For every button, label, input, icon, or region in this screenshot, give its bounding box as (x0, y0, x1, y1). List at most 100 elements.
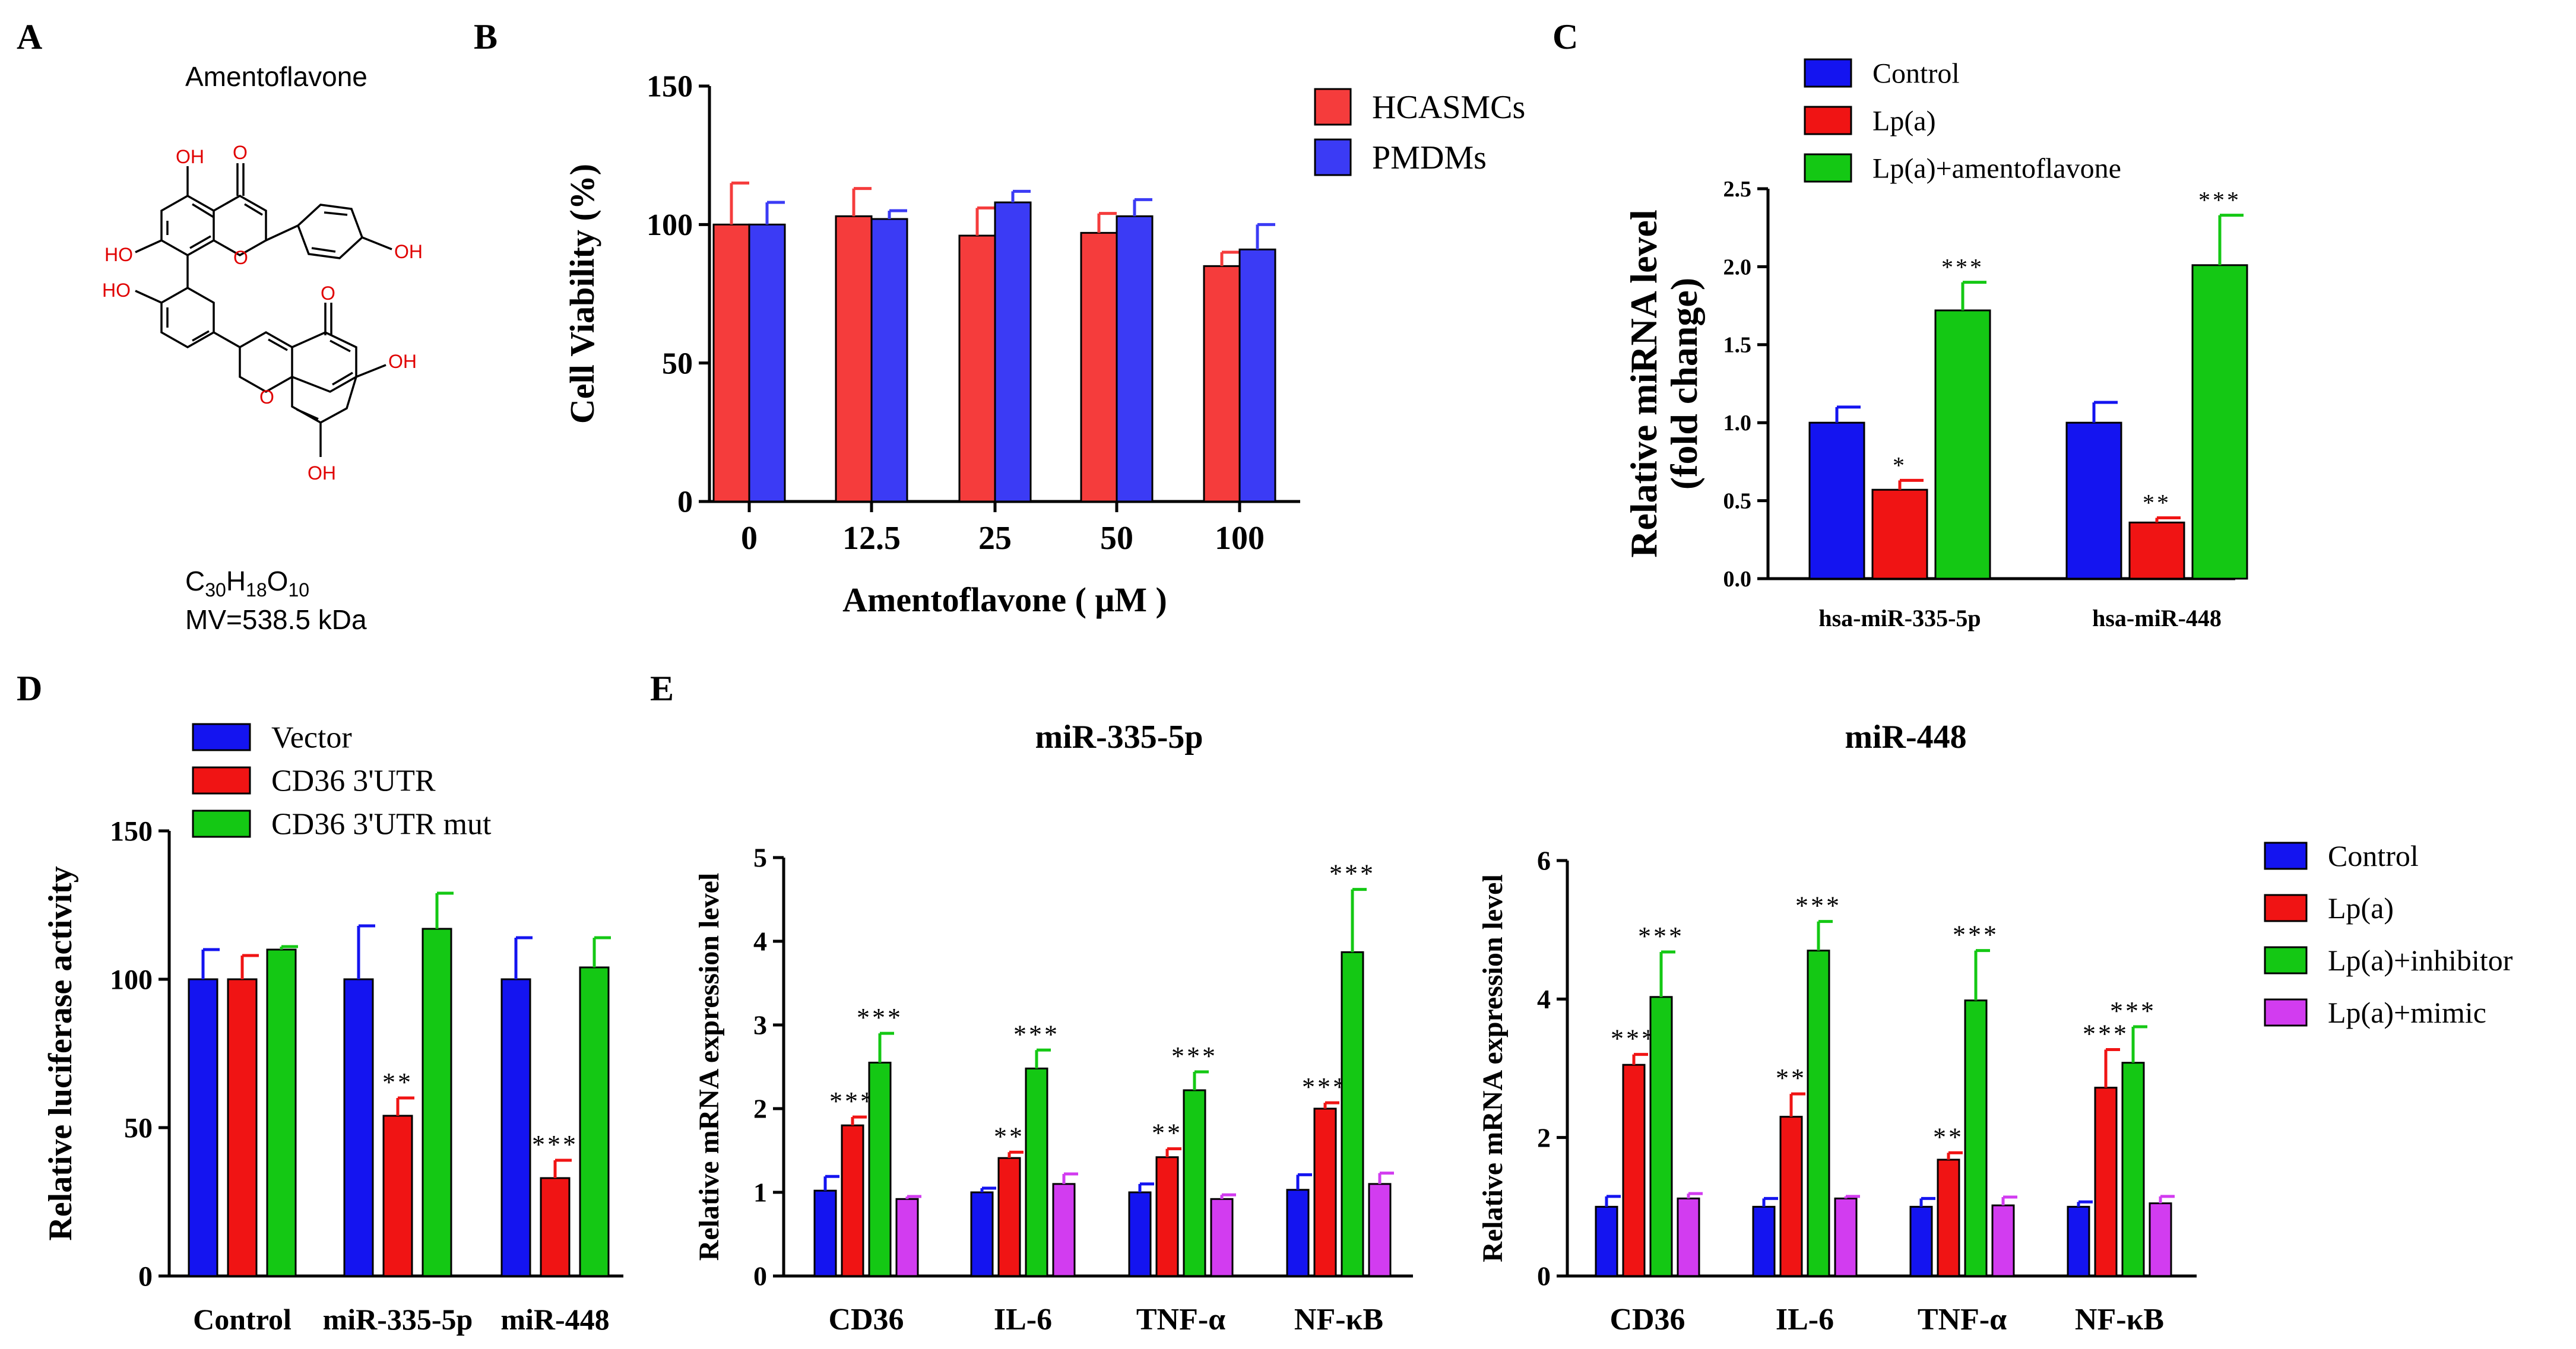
legend-label: Vector (271, 721, 352, 755)
legend-swatch (192, 766, 251, 795)
y-tick-label: 2 (753, 1094, 767, 1124)
compound-name: Amentoflavone (185, 61, 367, 92)
legend-swatch (2264, 946, 2308, 975)
legend-label: HCASMCs (1372, 89, 1525, 126)
bar-lp-a- (1313, 1107, 1337, 1277)
significance-label: ** (1776, 1064, 1807, 1093)
y-tick-label: 0 (753, 1261, 767, 1291)
atom-o-3: O (321, 283, 335, 304)
bar-vector (343, 978, 374, 1277)
y-axis-label: (fold change) (1663, 278, 1705, 490)
legend-swatch (192, 723, 251, 751)
significance-label: *** (1638, 922, 1684, 951)
bar-lp-a- (1155, 1156, 1179, 1277)
y-axis-label: Cell Viability (%) (563, 164, 601, 424)
bar-hcasmcs (835, 215, 873, 503)
atom-oh-2: OH (394, 241, 423, 262)
y-tick-label: 3 (753, 1010, 767, 1040)
bar-lp-a- (1779, 1116, 1803, 1277)
bar-pmdms (1238, 248, 1276, 503)
bar-lp-a- (997, 1157, 1021, 1277)
bar-hcasmcs (1203, 265, 1241, 503)
molecular-weight-label: MV=538.5 kDa (185, 604, 367, 635)
bar-vector (188, 978, 218, 1277)
atom-oh-1: OH (176, 146, 204, 167)
amentoflavone-structure-drawing (135, 163, 392, 457)
y-tick-label: 2.5 (1723, 177, 1752, 202)
atom-o-1: O (233, 142, 248, 163)
significance-label: * (1893, 452, 1907, 478)
bar-control (1286, 1189, 1310, 1277)
bar-lp-a- (1622, 1064, 1646, 1277)
bar-lp-a-mimic (895, 1198, 919, 1277)
significance-label: *** (1302, 1072, 1348, 1102)
bar-cd36-3-utr-mut (579, 966, 610, 1277)
bar-vector (500, 978, 531, 1277)
x-tick-label: IL-6 (1776, 1303, 1834, 1337)
x-tick-label: 100 (1215, 520, 1265, 557)
x-tick-label: TNF-α (1918, 1303, 2007, 1337)
chart-title: miR-448 (1845, 719, 1966, 756)
bar-control (2067, 1205, 2090, 1277)
x-tick-label: TNF-α (1136, 1303, 1225, 1337)
bar-cd36-3-utr-mut (266, 948, 297, 1277)
bar-hcasmcs (1080, 231, 1118, 503)
y-tick-label: 100 (647, 208, 693, 242)
legend-label: Lp(a)+inhibitor (2328, 944, 2513, 977)
y-tick-label: 150 (110, 815, 153, 847)
legend-swatch (1804, 106, 1852, 135)
chart-c-1: 0.0 0.5 1.0 1.5 2.0 2.5 Relative miRNA level(f… (1623, 58, 2248, 631)
bar-lp-a-amentoflavone (2191, 264, 2248, 580)
significance-label: *** (2083, 1020, 2129, 1049)
bar-lp-a- (841, 1124, 864, 1277)
bar-cd36-3-utr-mut (422, 928, 452, 1277)
y-tick-label: 1.5 (1723, 333, 1752, 358)
significance-label: ** (382, 1068, 413, 1097)
significance-label: *** (1013, 1020, 1060, 1049)
atom-oh-3: OH (388, 351, 417, 372)
atom-o-4: O (259, 386, 274, 408)
bar-lp-a- (1871, 488, 1928, 580)
bar-lp-a-inhibitor (2121, 1062, 2145, 1277)
bar-lp-a-inhibitor (1649, 996, 1673, 1277)
atom-oh-4: OH (308, 462, 336, 484)
panel-a-structure: Amentoflavone (102, 61, 423, 635)
x-axis-label: Amentoflavone ( μM ) (842, 580, 1167, 619)
y-tick-label: 2 (1537, 1122, 1551, 1153)
bar-lp-a- (1937, 1158, 1960, 1277)
bar-pmdms (870, 218, 908, 503)
atom-ho-2: HO (102, 280, 131, 301)
significance-label: *** (1171, 1042, 1218, 1071)
legend-label: Lp(a) (2328, 891, 2394, 925)
y-axis-label: Relative luciferase activity (42, 866, 79, 1240)
y-tick-label: 50 (124, 1112, 153, 1144)
bar-lp-a-mimic (1052, 1183, 1076, 1277)
legend-swatch (1804, 58, 1852, 88)
bar-cd36-3-utr (382, 1115, 413, 1277)
significance-label: *** (1953, 921, 1999, 950)
bar-control (970, 1191, 994, 1277)
bar-control (1595, 1205, 1618, 1277)
significance-label: *** (2110, 996, 2156, 1026)
bar-pmdms (994, 201, 1032, 503)
bar-lp-a- (2128, 521, 2185, 580)
legend-swatch (192, 810, 251, 838)
y-tick-label: 4 (1537, 984, 1551, 1014)
legend-swatch (2264, 998, 2308, 1027)
molecular-formula: C30H18O10 (185, 566, 309, 601)
bar-lp-a-mimic (1210, 1198, 1234, 1277)
x-tick-label: NF-κB (2075, 1303, 2164, 1337)
x-tick-label: 12.5 (842, 520, 901, 557)
bar-hcasmcs (712, 223, 750, 503)
significance-label: *** (1329, 859, 1376, 888)
atom-labels: O OH HO O OH HO O O OH OH (102, 142, 423, 484)
y-tick-label: 150 (647, 70, 693, 104)
bar-pmdms (1116, 215, 1154, 503)
legend-swatch (1314, 88, 1352, 126)
significance-label: *** (1941, 254, 1984, 281)
chart-e-3: miR-335-5p 0 1 2 3 4 5 Relative mRNA expression… (693, 719, 1413, 1337)
legend-swatch (1314, 138, 1352, 176)
legend-label: PMDMs (1372, 139, 1487, 176)
